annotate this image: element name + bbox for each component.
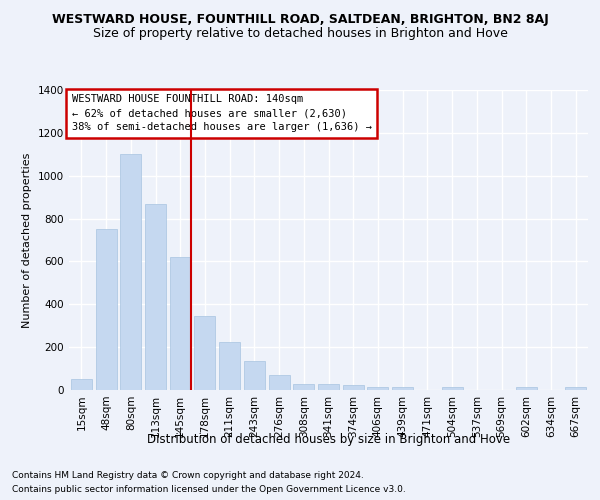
- Bar: [442, 388, 463, 390]
- Bar: [565, 388, 586, 390]
- Bar: [170, 257, 191, 390]
- Bar: [244, 361, 265, 390]
- Bar: [392, 388, 413, 390]
- Text: Contains HM Land Registry data © Crown copyright and database right 2024.: Contains HM Land Registry data © Crown c…: [12, 472, 364, 480]
- Text: WESTWARD HOUSE, FOUNTHILL ROAD, SALTDEAN, BRIGHTON, BN2 8AJ: WESTWARD HOUSE, FOUNTHILL ROAD, SALTDEAN…: [52, 12, 548, 26]
- Text: WESTWARD HOUSE FOUNTHILL ROAD: 140sqm
← 62% of detached houses are smaller (2,63: WESTWARD HOUSE FOUNTHILL ROAD: 140sqm ← …: [71, 94, 371, 132]
- Y-axis label: Number of detached properties: Number of detached properties: [22, 152, 32, 328]
- Bar: [367, 388, 388, 390]
- Text: Contains public sector information licensed under the Open Government Licence v3: Contains public sector information licen…: [12, 484, 406, 494]
- Bar: [71, 380, 92, 390]
- Bar: [95, 230, 116, 390]
- Bar: [516, 388, 537, 390]
- Bar: [343, 386, 364, 390]
- Bar: [120, 154, 141, 390]
- Bar: [145, 204, 166, 390]
- Bar: [293, 384, 314, 390]
- Bar: [194, 316, 215, 390]
- Bar: [318, 384, 339, 390]
- Text: Size of property relative to detached houses in Brighton and Hove: Size of property relative to detached ho…: [92, 28, 508, 40]
- Bar: [219, 342, 240, 390]
- Text: Distribution of detached houses by size in Brighton and Hove: Distribution of detached houses by size …: [147, 432, 511, 446]
- Bar: [269, 376, 290, 390]
